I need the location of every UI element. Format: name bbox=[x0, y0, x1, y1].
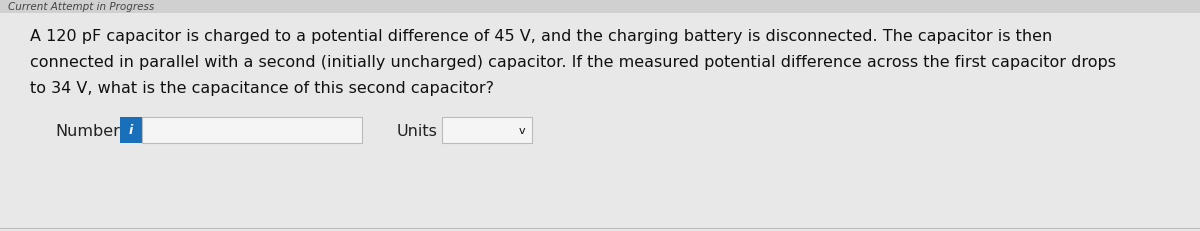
FancyBboxPatch shape bbox=[120, 118, 142, 143]
Text: Current Attempt in Progress: Current Attempt in Progress bbox=[8, 2, 155, 12]
Text: to 34 V, what is the capacitance of this second capacitor?: to 34 V, what is the capacitance of this… bbox=[30, 80, 494, 95]
Text: Number: Number bbox=[55, 123, 120, 138]
Text: i: i bbox=[128, 124, 133, 137]
Text: Units: Units bbox=[397, 123, 438, 138]
Text: v: v bbox=[518, 125, 526, 135]
FancyBboxPatch shape bbox=[0, 0, 1200, 14]
Text: connected in parallel with a second (initially uncharged) capacitor. If the meas: connected in parallel with a second (ini… bbox=[30, 54, 1116, 69]
FancyBboxPatch shape bbox=[442, 118, 532, 143]
Text: A 120 pF capacitor is charged to a potential difference of 45 V, and the chargin: A 120 pF capacitor is charged to a poten… bbox=[30, 28, 1052, 43]
FancyBboxPatch shape bbox=[142, 118, 362, 143]
